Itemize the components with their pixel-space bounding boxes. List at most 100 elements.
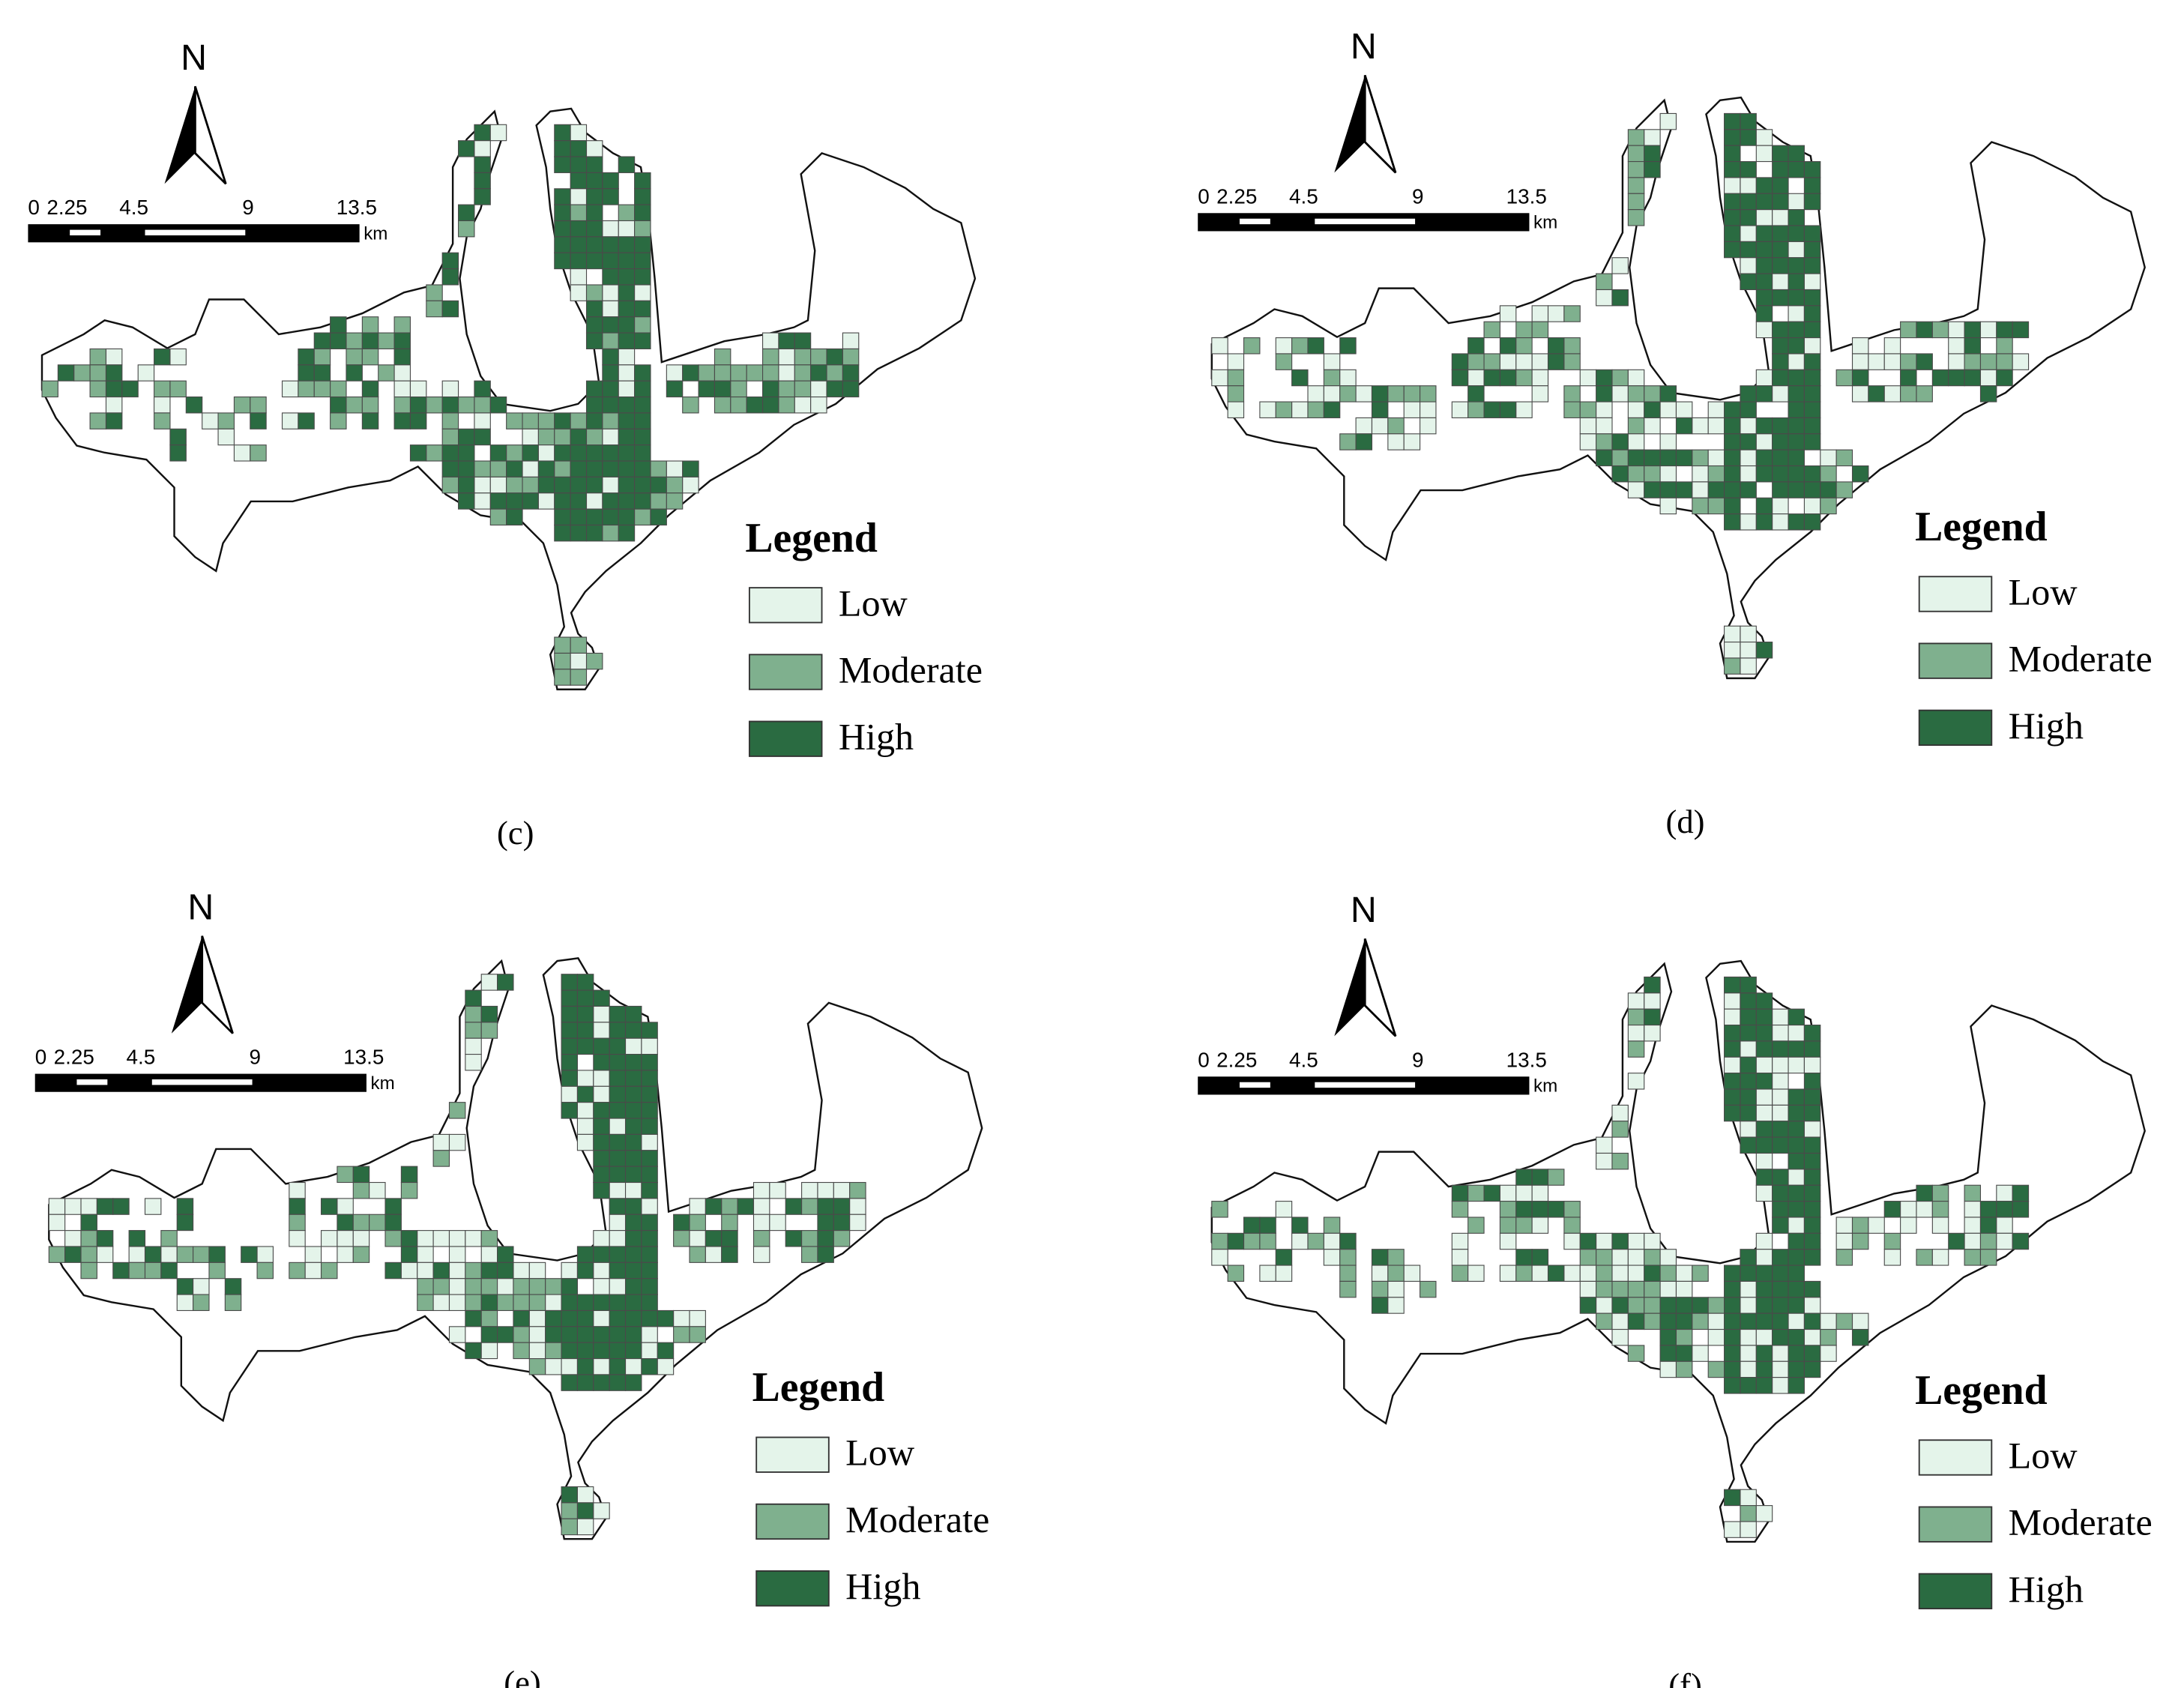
grid-cell [458,396,475,414]
grid-cell [48,1198,66,1215]
grid-cell [1851,369,1869,387]
grid-cell [1724,1297,1741,1314]
grid-cell [441,380,459,398]
grid-cell [1755,1104,1773,1122]
grid-cell [1755,321,1773,339]
grid-cell [1724,625,1741,643]
grid-cell [474,380,491,398]
grid-cell [641,1022,658,1039]
grid-cell [513,1309,530,1327]
grid-cell [1644,449,1661,467]
grid-cell [1371,1249,1389,1266]
grid-cell [1627,1297,1645,1314]
grid-cell [1596,1265,1613,1282]
scale-label: 9 [1412,184,1424,208]
grid-cell [801,1246,818,1263]
grid-cell [250,412,267,429]
grid-cell [554,636,571,654]
grid-cell [528,1278,546,1295]
grid-cell [1611,385,1629,403]
grid-cell [304,1262,322,1279]
grid-cell [1755,1249,1773,1266]
grid-cell [1788,337,1805,355]
grid-cell [432,1294,450,1312]
grid-cell [1611,1297,1629,1314]
grid-cell [1547,353,1565,370]
grid-cell [1707,1312,1725,1330]
grid-cell [1403,401,1421,418]
grid-cell [480,1262,498,1279]
grid-cell [1740,1265,1757,1282]
grid-cell [602,396,619,414]
grid-cell [1707,417,1725,435]
grid-cell [1803,1152,1821,1170]
grid-cell [641,1181,658,1199]
grid-cell [489,460,507,477]
grid-cell [1627,129,1645,146]
grid-cell [593,989,610,1007]
grid-cell [618,204,636,222]
grid-cell [634,396,651,414]
grid-cell [426,444,443,462]
grid-cell [1835,481,1853,498]
grid-cell [1772,1024,1789,1042]
grid-cell [1803,1169,1821,1186]
grid-cell [465,1309,482,1327]
grid-cells [1211,112,2030,675]
grid-cell [817,1181,834,1199]
grid-cell [465,1005,482,1023]
grid-cell [1467,353,1485,370]
grid-cell [585,524,603,542]
grid-cell [1644,1265,1661,1282]
grid-cell [1788,1008,1805,1026]
grid-cell [1803,1360,1821,1378]
grid-cell [1724,177,1741,194]
grid-cell [1499,1265,1517,1282]
grid-cell [330,332,347,350]
grid-cell [1547,1201,1565,1218]
grid-cell [426,396,443,414]
grid-cell [1740,1008,1757,1026]
grid-cell [1788,1024,1805,1042]
grid-cell [752,1246,770,1263]
grid-cell [474,412,491,429]
grid-cell [112,1198,130,1215]
grid-cell [1659,497,1677,515]
grid-cell [361,348,379,366]
grid-cell [1755,1184,1773,1202]
grid-cell [513,1342,530,1360]
grid-cell [1627,1345,1645,1362]
grid-cell [1611,1104,1629,1122]
grid-cell [1579,401,1597,418]
scale-gap [1239,1082,1270,1088]
grid-cell [465,1342,482,1360]
scale-label: 13.5 [343,1046,384,1069]
grid-cell [1692,497,1709,515]
grid-cell [593,1294,610,1312]
grid-cell [682,396,699,414]
grid-cell [641,1102,658,1119]
grid-cell [689,1246,706,1263]
grid-cell [1755,433,1773,450]
north-label: N [1351,26,1377,67]
grid-cell [465,1294,482,1312]
grid-cell [1211,1201,1228,1218]
grid-cell [1755,1008,1773,1026]
grid-cell [585,236,603,253]
grid-cell [554,188,571,205]
grid-cell [441,252,459,270]
grid-cell [361,396,379,414]
grid-cell [1803,1201,1821,1218]
grid-cell [1611,449,1629,467]
grid-cell [826,364,843,382]
grid-cell [458,444,475,462]
grid-cell [298,380,315,398]
grid-cell [96,1230,114,1247]
grid-cell [1627,992,1645,1010]
grid-cell [817,1198,834,1215]
grid-cell [1851,1328,1869,1346]
grid-cell [1772,369,1789,387]
grid-cell [1515,1265,1533,1282]
study-area-outline [48,957,983,1540]
grid-cell [458,460,475,477]
